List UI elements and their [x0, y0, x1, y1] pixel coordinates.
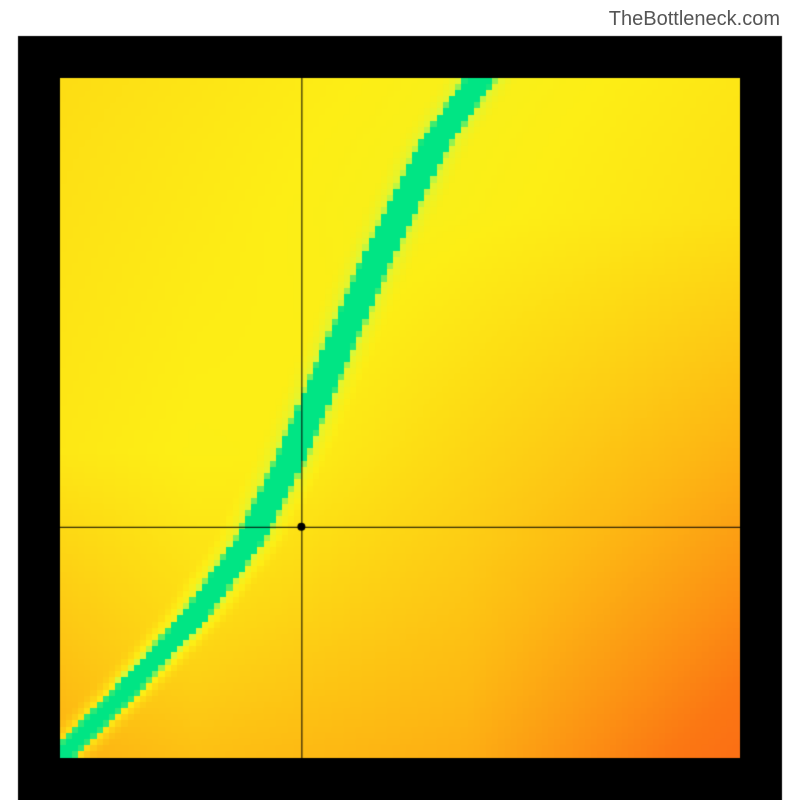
chart-container: TheBottleneck.com	[0, 0, 800, 800]
bottleneck-heatmap	[0, 0, 800, 800]
